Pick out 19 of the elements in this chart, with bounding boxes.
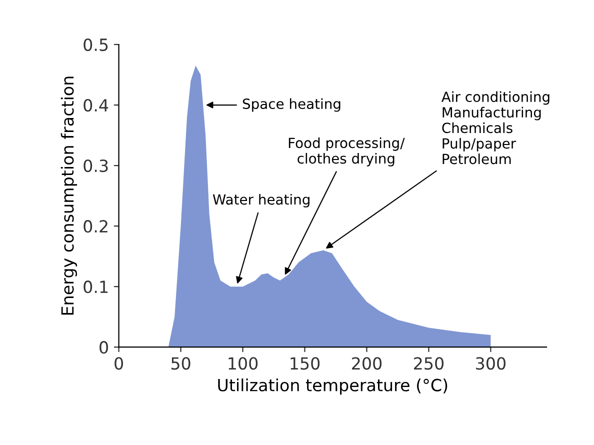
annotation: Water heating [212, 194, 310, 208]
x-tick-label: 300 [476, 357, 506, 370]
x-tick-label: 150 [290, 357, 320, 370]
x-tick-label: 50 [171, 357, 190, 370]
y-tick-label: 0.2 [84, 220, 108, 233]
annotation: Food processing/ clothes drying [288, 137, 405, 166]
x-tick-label: 100 [228, 357, 258, 370]
x-axis-title: Utilization temperature (°C) [218, 378, 448, 395]
x-tick-label: 200 [352, 357, 382, 370]
y-tick-label: 0.3 [84, 160, 108, 172]
annotation: Air conditioning Manufacturing Chemicals Pulp/paper Petroleum [442, 91, 550, 164]
y-tick-label: 0.4 [84, 98, 108, 112]
y-tick-label: 0.5 [84, 38, 108, 52]
x-tick-label: 0 [114, 357, 123, 370]
x-tick-label: 250 [414, 357, 444, 370]
y-tick-label: 0 [100, 341, 108, 354]
y-axis-title: Energy consumption fraction [60, 76, 78, 315]
y-tick-label: 0.1 [84, 280, 108, 294]
annotation: Space heating [242, 98, 340, 112]
